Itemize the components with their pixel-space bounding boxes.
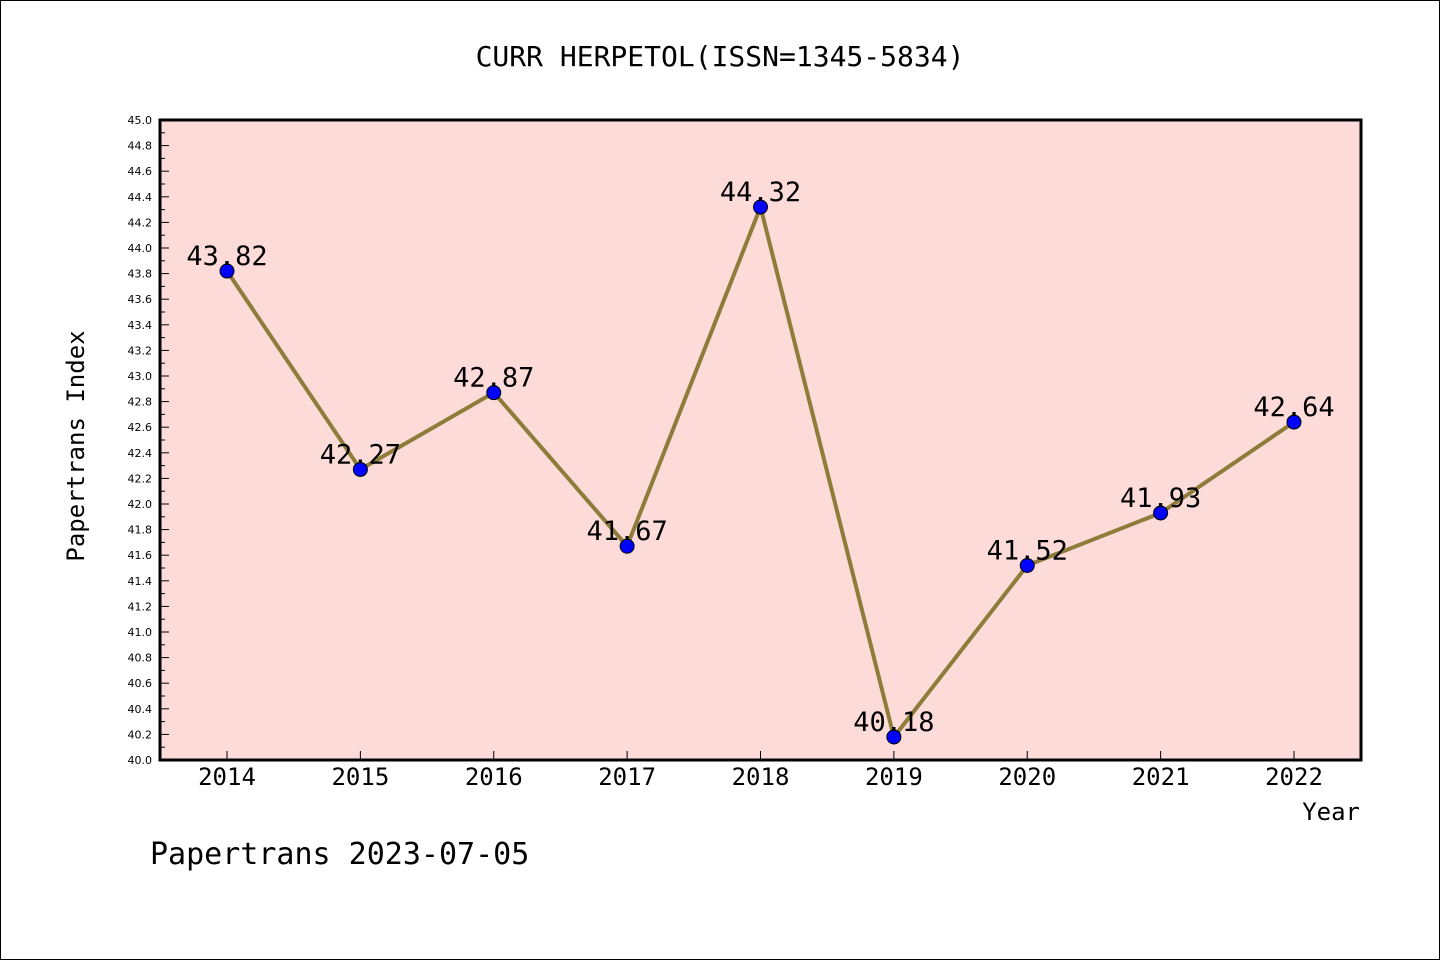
y-tick-label: 43.4 xyxy=(128,319,153,332)
y-tick-label: 41.8 xyxy=(128,524,153,537)
x-tick-label: 2015 xyxy=(331,763,389,791)
data-label: 40.18 xyxy=(853,707,934,738)
data-label: 42.27 xyxy=(320,439,401,470)
chart-title: CURR HERPETOL(ISSN=1345-5834) xyxy=(476,40,965,73)
y-tick-label: 44.4 xyxy=(128,191,153,204)
y-tick-label: 43.0 xyxy=(128,370,153,383)
y-tick-label: 41.6 xyxy=(128,549,153,562)
x-tick-label: 2017 xyxy=(598,763,656,791)
y-tick-label: 43.6 xyxy=(128,293,153,306)
data-point xyxy=(1153,505,1169,521)
data-label: 41.52 xyxy=(987,535,1068,566)
y-tick-label: 43.8 xyxy=(128,268,153,281)
x-tick-label: 2021 xyxy=(1132,763,1190,791)
y-tick-label: 44.0 xyxy=(128,242,153,255)
data-label: 41.93 xyxy=(1120,483,1201,514)
data-point xyxy=(219,263,235,279)
x-tick-label: 2022 xyxy=(1265,763,1323,791)
y-tick-label: 40.4 xyxy=(128,703,153,716)
y-tick-label: 41.2 xyxy=(128,600,153,613)
data-point xyxy=(886,729,902,745)
y-tick-label: 44.2 xyxy=(128,216,153,229)
data-point xyxy=(753,199,768,215)
y-tick-label: 44.8 xyxy=(128,140,153,153)
y-tick-label: 41.0 xyxy=(128,626,153,639)
y-tick-label: 40.6 xyxy=(128,677,153,690)
x-axis-ticks: 2014 2015 2016 2017 2018 2019 2020 2021 2022 xyxy=(198,751,1323,791)
y-tick-label: 43.2 xyxy=(128,344,153,357)
y-tick-label: 45.0 xyxy=(128,114,153,127)
y-tick-label: 40.8 xyxy=(128,652,153,665)
y-tick-label: 40.2 xyxy=(128,728,153,741)
data-label: 42.87 xyxy=(453,363,534,394)
x-tick-label: 2018 xyxy=(732,763,790,791)
y-tick-label: 42.6 xyxy=(128,421,153,434)
y-tick-label: 41.4 xyxy=(128,575,153,588)
x-tick-label: 2019 xyxy=(865,763,923,791)
data-point xyxy=(1286,414,1302,430)
data-point xyxy=(486,385,502,401)
y-tick-label: 42.8 xyxy=(128,396,153,409)
y-tick-label: 40.0 xyxy=(128,754,153,767)
plot-area xyxy=(160,120,1361,760)
data-point xyxy=(352,461,368,477)
series-layer xyxy=(219,199,1302,745)
x-tick-label: 2014 xyxy=(198,763,256,791)
data-point xyxy=(1019,557,1035,573)
x-tick-label: 2020 xyxy=(998,763,1056,791)
data-point xyxy=(619,538,635,554)
y-tick-label: 42.0 xyxy=(128,498,153,511)
y-tick-label: 42.2 xyxy=(128,472,153,485)
x-tick-label: 2016 xyxy=(465,763,523,791)
data-label: 43.82 xyxy=(186,241,267,272)
data-label: 44.32 xyxy=(720,177,801,208)
data-label: 41.67 xyxy=(586,516,667,547)
data-label: 42.64 xyxy=(1253,392,1334,423)
y-tick-label: 44.6 xyxy=(128,165,153,178)
data-labels: 43.82 42.27 42.87 41.67 44.32 40.18 41.52 41.93… xyxy=(186,177,1334,738)
y-tick-label: 42.4 xyxy=(128,447,153,460)
footer-text: Papertrans 2023-07-05 xyxy=(150,837,529,872)
y-axis-ticks: 40.0 40.2 40.4 40.6 40.8 41.0 41.2 41.4 41.6 41.8… xyxy=(128,114,169,767)
x-axis-label: Year xyxy=(1302,798,1360,826)
plot-border xyxy=(158,118,1363,762)
y-axis-label: Papertrans Index xyxy=(62,330,90,561)
